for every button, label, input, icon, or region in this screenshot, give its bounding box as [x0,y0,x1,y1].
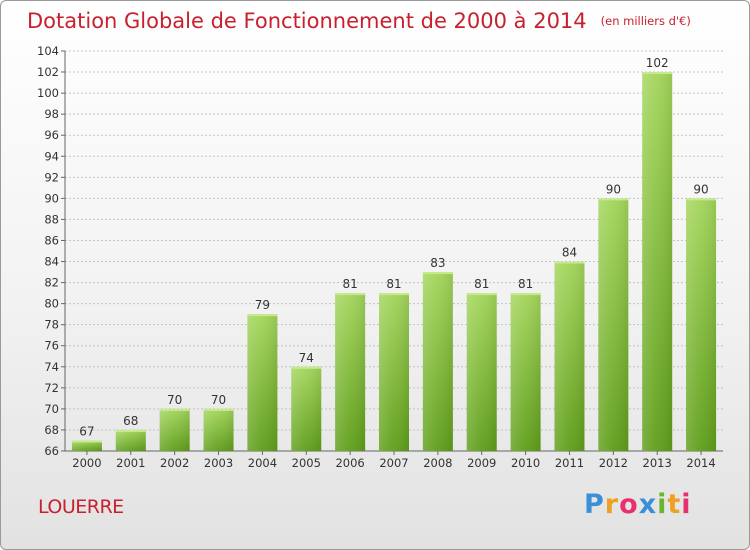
y-tick-label: 92 [44,170,59,184]
chart-unit: (en milliers d'€) [600,14,691,28]
bar-shine [115,429,146,451]
x-tick-label: 2003 [204,456,233,470]
x-tick-label: 2014 [686,456,715,470]
chart-title-block: Dotation Globale de Fonctionnement de 20… [27,9,691,33]
x-tick-label: 2012 [599,456,628,470]
bar-top-edge [510,293,541,296]
x-tick-label: 2002 [160,456,189,470]
bars [71,72,717,451]
bar-shine [71,440,102,451]
x-tick-label: 2004 [248,456,277,470]
x-tick-label: 2008 [423,456,452,470]
bar-shine [554,261,585,451]
data-label: 102 [646,56,669,70]
bar-shine [598,198,629,451]
y-tick-label: 80 [44,297,59,311]
bar-shine [466,293,497,451]
bar-top-edge [686,198,717,201]
bar-top-edge [159,408,190,411]
bar-shine [686,198,717,451]
bar-shine [335,293,366,451]
bar-shine [422,272,453,451]
y-tick-label: 102 [37,65,59,79]
bar-top-edge [71,440,102,443]
bar-shine [203,408,234,451]
bar-top-edge [247,314,278,317]
bar-top-edge [642,72,673,75]
bar-top-edge [203,408,234,411]
bar-top-edge [554,261,585,264]
y-tick-label: 82 [44,276,59,290]
x-tick-label: 2000 [72,456,101,470]
y-tick-label: 86 [44,233,59,247]
bar-top-edge [291,366,322,369]
data-label: 74 [299,351,314,365]
logo-letter: t [667,489,682,520]
bar-shine [642,72,673,451]
y-tick-label: 70 [44,402,59,416]
chart-title: Dotation Globale de Fonctionnement de 20… [27,9,587,33]
y-tick-label: 68 [44,423,59,437]
logo-letter: o [619,489,639,520]
y-tick-label: 74 [44,360,59,374]
logo-letter: r [604,489,620,520]
data-label: 81 [386,277,401,291]
logo-letter: i [681,489,692,520]
bar-top-edge [115,429,146,432]
y-tick-label: 78 [44,318,59,332]
y-tick-label: 84 [44,255,59,269]
y-tick-label: 90 [44,191,59,205]
x-tick-label: 2010 [511,456,540,470]
data-label: 81 [518,277,533,291]
bar-shine [247,314,278,451]
y-tick-label: 98 [44,107,59,121]
data-label: 81 [342,277,357,291]
data-label: 68 [123,414,138,428]
bar-shine [291,366,322,451]
x-tick-label: 2007 [379,456,408,470]
commune-name: LOUERRE [38,496,124,518]
x-tick-labels: 2000 2001 2002 2003 2004 2005 2006 2007 2008 2009… [72,456,715,470]
x-tick-label: 2013 [643,456,672,470]
data-label: 67 [79,424,94,438]
y-tick-label: 76 [44,339,59,353]
bar-top-edge [598,198,629,201]
y-tick-label: 104 [37,44,59,58]
x-tick-label: 2011 [555,456,584,470]
x-tick-label: 2006 [335,456,364,470]
y-tick-label: 66 [44,444,59,458]
bar-top-edge [466,293,497,296]
data-label: 70 [211,393,226,407]
x-tick-label: 2005 [292,456,321,470]
y-tick-label: 96 [44,128,59,142]
bar-shine [379,293,409,451]
data-label: 90 [606,182,621,196]
bar-top-edge [335,293,366,296]
data-label: 70 [167,393,182,407]
bar-top-edge [379,293,409,296]
logo-letter: P [584,489,605,520]
data-label: 90 [693,182,708,196]
bar-shine [510,293,541,451]
data-label: 84 [562,246,577,260]
x-tick-label: 2001 [116,456,145,470]
data-label: 79 [255,298,270,312]
logo-letter: x [638,489,658,520]
y-tick-label: 100 [37,86,59,100]
bar-top-edge [422,272,453,275]
data-labels: 67 68 70 70 79 74 81 81 83 81 81 84 90 102 90 [79,56,708,438]
data-label: 81 [474,277,489,291]
logo-letter: i [657,489,668,520]
x-tick-label: 2009 [467,456,496,470]
y-tick-label: 88 [44,212,59,226]
data-label: 83 [430,256,445,270]
y-tick-label: 94 [44,149,59,163]
y-tick-labels: 66 68 70 72 74 76 78 80 82 84 86 88 90 92 94 96 98 100 102… [37,44,59,458]
bar-shine [159,408,190,451]
proxiti-logo: Proxiti [584,489,692,520]
y-tick-label: 72 [44,381,59,395]
